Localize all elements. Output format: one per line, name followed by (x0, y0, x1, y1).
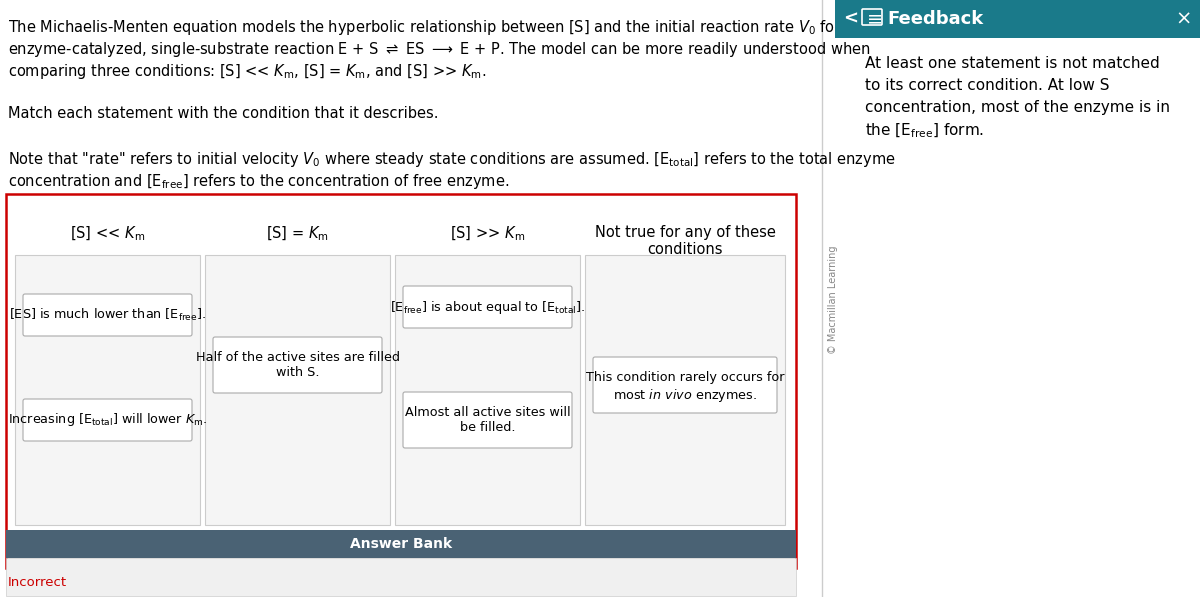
Bar (822, 0, 1200, 597)
Text: Note that "rate" refers to initial velocity $V_0$ where steady state conditions : Note that "rate" refers to initial veloc… (8, 150, 895, 169)
Bar (6, 558, 796, 596)
Text: [S] >> $K_\mathrm{m}$: [S] >> $K_\mathrm{m}$ (450, 225, 526, 244)
FancyBboxPatch shape (23, 294, 192, 336)
FancyBboxPatch shape (23, 399, 192, 441)
Bar (6, 530, 796, 558)
Text: [E$_\mathrm{free}$] is about equal to [E$_\mathrm{total}$].: [E$_\mathrm{free}$] is about equal to [E… (390, 298, 586, 315)
Text: Incorrect: Incorrect (8, 576, 67, 589)
Text: [ES] is much lower than [E$_\mathrm{free}$].: [ES] is much lower than [E$_\mathrm{free… (10, 307, 206, 323)
Text: ×: × (1176, 10, 1192, 29)
Text: Answer Bank: Answer Bank (350, 537, 452, 551)
Text: Half of the active sites are filled
with S.: Half of the active sites are filled with… (196, 351, 400, 379)
Bar (586, 255, 785, 525)
Text: Match each statement with the condition that it describes.: Match each statement with the condition … (8, 106, 438, 121)
Text: [S] = $K_\mathrm{m}$: [S] = $K_\mathrm{m}$ (266, 225, 329, 244)
Text: enzyme-catalyzed, single-substrate reaction E + S $\rightleftharpoons$ ES $\long: enzyme-catalyzed, single-substrate react… (8, 40, 870, 59)
Text: comparing three conditions: [S] << $K_\mathrm{m}$, [S] = $K_\mathrm{m}$, and [S]: comparing three conditions: [S] << $K_\m… (8, 62, 486, 81)
Text: ≡: ≡ (866, 10, 883, 29)
FancyBboxPatch shape (593, 357, 778, 413)
Text: most $\it{in\ vivo}$ enzymes.: most $\it{in\ vivo}$ enzymes. (613, 386, 757, 404)
Text: This condition rarely occurs for: This condition rarely occurs for (586, 371, 785, 383)
Text: The Michaelis-Menten equation models the hyperbolic relationship between [S] and: The Michaelis-Menten equation models the… (8, 18, 864, 37)
Text: concentration, most of the enzyme is in: concentration, most of the enzyme is in (865, 100, 1170, 115)
Text: <: < (842, 10, 858, 28)
FancyBboxPatch shape (403, 286, 572, 328)
Bar (395, 255, 580, 525)
Bar (205, 255, 390, 525)
FancyBboxPatch shape (214, 337, 382, 393)
Text: to its correct condition. At low S: to its correct condition. At low S (865, 78, 1110, 93)
Text: At least one statement is not matched: At least one statement is not matched (865, 56, 1159, 71)
Bar (6, 194, 796, 568)
Text: © Macmillan Learning: © Macmillan Learning (828, 246, 838, 354)
Text: concentration and [E$_\mathrm{free}$] refers to the concentration of free enzyme: concentration and [E$_\mathrm{free}$] re… (8, 172, 509, 191)
Bar (14, 255, 200, 525)
Text: the [E$_\mathrm{free}$] form.: the [E$_\mathrm{free}$] form. (865, 122, 984, 140)
Text: Not true for any of these
conditions: Not true for any of these conditions (594, 225, 775, 257)
Text: [S] << $K_\mathrm{m}$: [S] << $K_\mathrm{m}$ (70, 225, 145, 244)
Text: Feedback: Feedback (887, 10, 983, 28)
Text: Increasing [E$_\mathrm{total}$] will lower $K_\mathrm{m}$.: Increasing [E$_\mathrm{total}$] will low… (8, 411, 208, 429)
Bar (835, 0, 1200, 38)
FancyBboxPatch shape (403, 392, 572, 448)
Text: Almost all active sites will
be filled.: Almost all active sites will be filled. (404, 406, 570, 434)
